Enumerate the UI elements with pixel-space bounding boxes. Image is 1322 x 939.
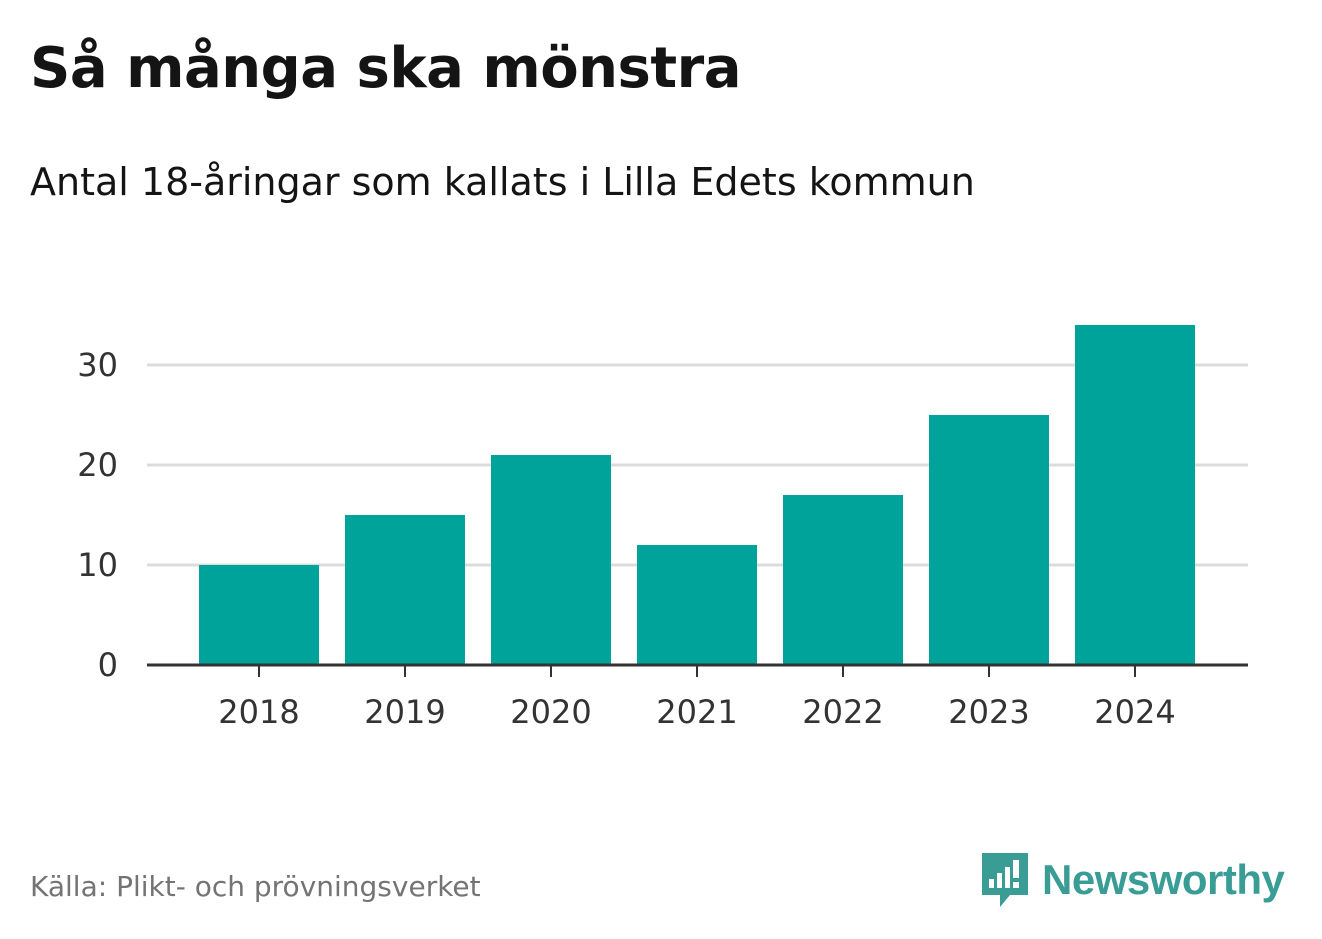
axes [147, 663, 1248, 677]
x-tick-label-2023: 2023 [948, 693, 1029, 731]
brand-logo: Newsworthy [980, 850, 1285, 910]
x-tick-label-2020: 2020 [510, 693, 591, 731]
y-tick-label-20: 20 [77, 446, 118, 484]
source-note: Källa: Plikt- och prövningsverket [30, 870, 481, 903]
bar-2023 [929, 415, 1049, 665]
newsworthy-logo-icon [982, 853, 1028, 907]
tick-labels: 0 10 20 30 2018 2019 2020 2021 2022 2023 2024 [77, 346, 1175, 731]
bar-2021 [637, 545, 757, 665]
x-tick-label-2018: 2018 [218, 693, 299, 731]
bar-2019 [345, 515, 465, 665]
y-tick-label-10: 10 [77, 546, 118, 584]
chart-title: Så många ska mönstra [30, 36, 742, 101]
y-tick-label-30: 30 [77, 346, 118, 384]
bars [199, 325, 1195, 665]
bar-2018 [199, 565, 319, 665]
bar-2020 [491, 455, 611, 665]
brand-name: Newsworthy [1042, 856, 1285, 903]
chart-subtitle: Antal 18-åringar som kallats i Lilla Ede… [30, 160, 975, 204]
x-tick-label-2022: 2022 [802, 693, 883, 731]
bar-2022 [783, 495, 903, 665]
x-tick-label-2019: 2019 [364, 693, 445, 731]
x-tick-label-2021: 2021 [656, 693, 737, 731]
y-tick-label-0: 0 [98, 646, 118, 684]
x-tick-label-2024: 2024 [1094, 693, 1175, 731]
bar-2024 [1075, 325, 1195, 665]
